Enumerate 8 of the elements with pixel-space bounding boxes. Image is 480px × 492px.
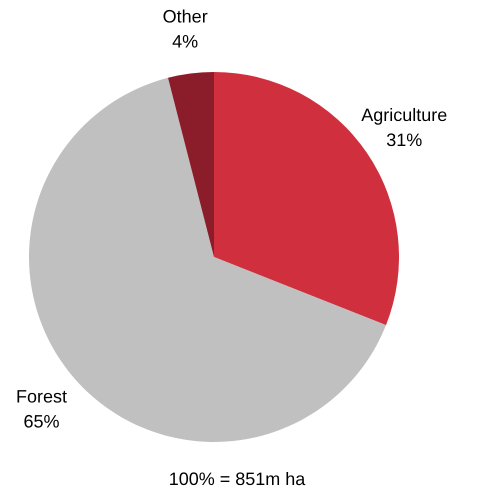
slice-label: Agriculture: [361, 105, 448, 126]
pie-slice: [168, 72, 214, 257]
slice-label: Forest: [16, 386, 67, 407]
data-label: 65%: [23, 412, 60, 432]
data-label: 31%: [386, 130, 422, 150]
text: 100% = 851m ha: [168, 469, 306, 489]
slice-label: Other: [162, 6, 208, 26]
data-label: 4%: [172, 31, 198, 52]
